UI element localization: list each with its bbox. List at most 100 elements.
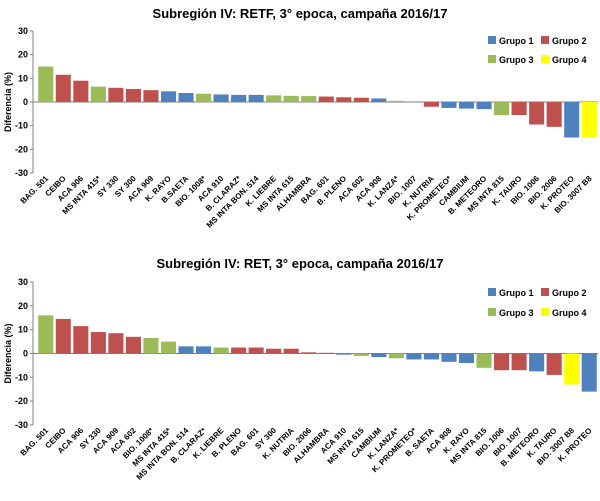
bar — [388, 353, 404, 359]
bar — [160, 341, 177, 354]
legend-swatch — [541, 36, 549, 44]
legend-label: Grupo 1 — [499, 36, 534, 46]
chart-2: Subregión IV: RET, 3° epoca, campaña 201… — [3, 256, 598, 482]
bar — [90, 86, 106, 102]
bar — [125, 88, 141, 102]
legend-swatch — [541, 308, 549, 316]
bar — [529, 102, 545, 125]
bar — [458, 353, 475, 364]
bar — [55, 74, 71, 102]
bar — [476, 353, 492, 368]
bar — [441, 353, 457, 362]
bar — [494, 102, 510, 116]
bar — [143, 338, 159, 354]
bar — [213, 94, 229, 102]
bar — [318, 96, 334, 102]
bar — [108, 333, 124, 354]
bar — [283, 348, 299, 354]
legend-label: Grupo 2 — [552, 36, 587, 46]
legend-swatch — [488, 308, 496, 316]
bar — [441, 102, 457, 108]
bar — [108, 87, 124, 102]
bar — [564, 102, 580, 138]
legend: Grupo 1 Grupo 2 Grupo 3 Grupo 4 — [488, 36, 587, 65]
bar — [213, 347, 229, 354]
y-tick-label: 20 — [18, 50, 28, 60]
y-tick-label: 10 — [18, 73, 28, 83]
legend-label: Grupo 3 — [499, 308, 534, 318]
bar — [371, 353, 387, 358]
bar — [511, 102, 527, 116]
legend-swatch — [488, 55, 496, 63]
legend-label: Grupo 4 — [552, 308, 587, 318]
legend-label: Grupo 2 — [552, 288, 587, 298]
legend-label: Grupo 3 — [499, 55, 534, 65]
bar — [581, 102, 597, 138]
y-tick-label: -30 — [15, 168, 28, 178]
legend-label: Grupo 1 — [499, 288, 534, 298]
chart-title: Subregión IV: RETF, 3° epoca, campaña 20… — [153, 6, 448, 21]
bar — [336, 97, 352, 102]
bar — [476, 102, 492, 110]
bar — [178, 346, 194, 354]
bar — [423, 102, 439, 107]
bar — [231, 347, 247, 354]
bar — [458, 102, 475, 109]
y-tick-label: -30 — [15, 420, 28, 430]
bar — [178, 93, 194, 102]
bar — [564, 353, 580, 385]
bar — [388, 100, 404, 102]
legend-swatch — [541, 288, 549, 296]
bar — [143, 90, 159, 102]
bar — [231, 94, 247, 102]
y-tick-label: 0 — [23, 97, 28, 107]
bar — [423, 353, 439, 360]
bar — [90, 332, 106, 354]
y-tick-label: 30 — [18, 277, 28, 287]
bar — [248, 347, 264, 354]
y-tick-label: 10 — [18, 325, 28, 335]
bar — [301, 352, 317, 354]
bar — [318, 352, 334, 354]
bar — [581, 353, 597, 392]
y-axis-label: Diferencia (%) — [3, 72, 13, 132]
bar — [511, 353, 527, 371]
bar — [266, 348, 282, 354]
y-tick-label: 0 — [23, 349, 28, 359]
bar — [494, 353, 510, 371]
chart-1: Subregión IV: RETF, 3° epoca, campaña 20… — [3, 6, 598, 230]
bar — [353, 97, 369, 102]
bar — [266, 95, 282, 102]
bar — [55, 318, 71, 354]
bar — [406, 353, 422, 360]
y-axis-label: Diferencia (%) — [3, 323, 13, 383]
legend: Grupo 1 Grupo 2 Grupo 3 Grupo 4 — [488, 288, 587, 318]
y-tick-label: -20 — [15, 396, 28, 406]
chart-title: Subregión IV: RET, 3° epoca, campaña 201… — [157, 256, 444, 271]
y-tick-label: -20 — [15, 144, 28, 154]
bar — [125, 336, 141, 354]
bar — [301, 96, 317, 102]
bar — [406, 101, 422, 103]
legend-swatch — [541, 55, 549, 63]
bar — [73, 80, 89, 102]
bar — [371, 98, 387, 102]
bar — [546, 102, 562, 127]
bar — [248, 94, 264, 102]
bar — [38, 315, 54, 354]
bar — [283, 95, 299, 102]
legend-label: Grupo 4 — [552, 55, 587, 65]
y-tick-label: -10 — [15, 372, 28, 382]
bar — [38, 66, 54, 102]
y-tick-label: 20 — [18, 301, 28, 311]
legend-swatch — [488, 36, 496, 44]
legend-swatch — [488, 288, 496, 296]
bar — [160, 91, 177, 102]
y-tick-label: 30 — [18, 26, 28, 36]
bar — [73, 326, 89, 354]
bar — [196, 93, 212, 102]
bar — [196, 346, 212, 354]
bar — [336, 353, 352, 355]
